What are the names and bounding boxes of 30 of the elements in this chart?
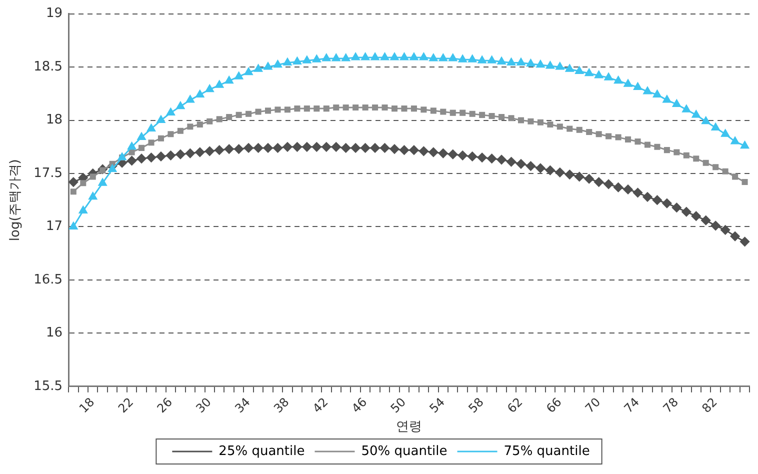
x-tick-label: 26 xyxy=(154,394,176,416)
x-tick-label: 38 xyxy=(271,394,292,416)
x-tick-label: 34 xyxy=(232,394,253,416)
x-axis-title: 연령 xyxy=(396,420,422,435)
legend-label: 25% quantile xyxy=(218,444,305,459)
x-tick-label: 62 xyxy=(504,394,526,416)
x-tick-label: 70 xyxy=(582,394,604,416)
y-tick-label: 15.5 xyxy=(34,378,63,394)
legend-label: 75% quantile xyxy=(504,444,590,459)
x-tick-label: 74 xyxy=(621,394,642,416)
y-tick-label: 17 xyxy=(46,219,63,234)
x-tick-label: 30 xyxy=(193,394,214,416)
legend-label: 50% quantile xyxy=(361,444,448,459)
x-tick-label: 54 xyxy=(426,394,448,416)
x-tick-label: 58 xyxy=(466,394,486,416)
x-tick-label: 18 xyxy=(76,394,98,416)
y-tick-label: 17.5 xyxy=(34,166,63,181)
x-tick-label: 66 xyxy=(544,394,564,416)
y-tick-label: 16 xyxy=(46,326,63,341)
x-tick-label: 78 xyxy=(660,394,681,416)
x-tick-label: 42 xyxy=(310,394,331,416)
y-tick-label: 19 xyxy=(46,6,63,22)
y-tick-label: 16.5 xyxy=(34,272,63,288)
y-tick-label: 18 xyxy=(46,112,63,128)
x-tick-label: 50 xyxy=(388,394,409,416)
x-tick-label: 82 xyxy=(699,394,720,416)
x-tick-label: 46 xyxy=(348,394,370,416)
x-tick-label: 22 xyxy=(115,394,136,416)
y-axis-title: log(주택가격) xyxy=(8,159,24,242)
y-tick-label: 18.5 xyxy=(34,59,63,74)
